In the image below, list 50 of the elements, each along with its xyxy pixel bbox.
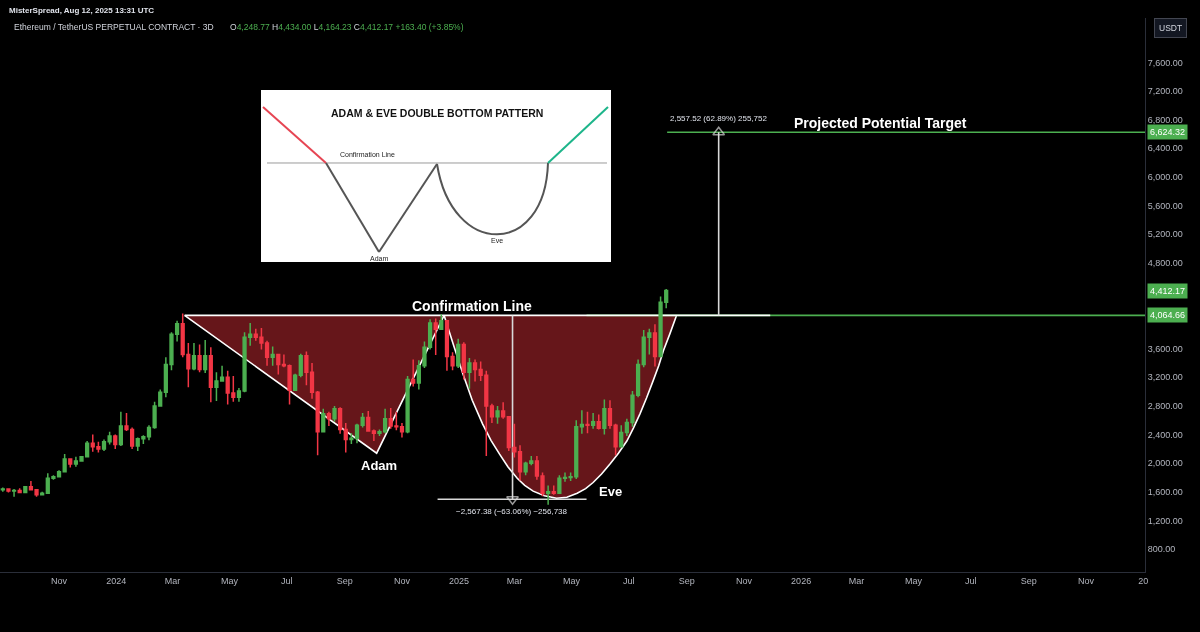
y-tick-label: 800.00 [1147, 544, 1176, 555]
x-tick-label: Nov [735, 575, 753, 586]
x-tick-label: 20 [1138, 575, 1149, 586]
y-tick-label: 6,400.00 [1147, 143, 1183, 154]
text: MisterSpread, Aug 12, 2025 13:31 UTC [9, 6, 155, 15]
x-tick-label: Nov [1077, 575, 1095, 586]
y-tick-label: 7,200.00 [1147, 86, 1183, 97]
x-tick-label: May [221, 575, 239, 586]
x-tick-label: Mar [164, 575, 181, 586]
x-tick-label: Jul [280, 575, 293, 586]
y-tick-label: 7,600.00 [1147, 57, 1183, 68]
x-tick-label: Mar [848, 575, 865, 586]
x-tick-label: Mar [506, 575, 523, 586]
x-tick-label: Nov [393, 575, 411, 586]
y-tick-label: 2,000.00 [1147, 458, 1183, 469]
y-tick-label: 6,000.00 [1147, 172, 1183, 183]
x-tick-label: 2025 [449, 575, 470, 586]
y-tick-label: 6,800.00 [1147, 114, 1183, 125]
annotation: 2,557.52 (62.89%) 255,752 [670, 114, 768, 123]
y-tick-label: 5,200.00 [1147, 229, 1183, 240]
annotation: Eve [599, 484, 623, 499]
text: Ethereum / TetherUS PERPETUAL CONTRACT · 3D [14, 22, 214, 32]
y-tick-label: 1,200.00 [1147, 515, 1183, 526]
annotation: Adam [361, 458, 398, 473]
annotation: 4,064.66 [1150, 310, 1186, 320]
x-tick-label: Jul [964, 575, 977, 586]
text: O4,248.77 H4,434.00 L4,164.23 C4,412.17 +163.40 (+3.85%) [230, 22, 464, 32]
annotation: 4,412.17 [1150, 286, 1186, 296]
x-tick-label: 2026 [791, 575, 812, 586]
x-tick-label: Nov [51, 575, 68, 586]
x-tick-label: 2024 [106, 575, 127, 586]
x-tick-label: Sep [1020, 575, 1037, 586]
y-tick-label: 3,200.00 [1147, 372, 1183, 383]
annotation: Confirmation Line [412, 298, 532, 314]
x-tick-label: Sep [678, 575, 695, 586]
x-tick-label: Sep [336, 575, 353, 586]
y-tick-label: 1,600.00 [1147, 486, 1183, 497]
y-tick-label: 3,600.00 [1147, 343, 1183, 354]
x-tick-label: May [563, 575, 581, 586]
y-tick-label: 2,800.00 [1147, 401, 1183, 412]
annotation: Projected Potential Target [794, 115, 967, 131]
annotation: 6,624.32 [1150, 127, 1186, 137]
y-axis-title: USDT [1159, 23, 1183, 33]
x-tick-label: Jul [622, 575, 635, 586]
y-tick-label: 5,600.00 [1147, 200, 1183, 211]
y-tick-label: 2,400.00 [1147, 429, 1183, 440]
y-tick-label: 4,800.00 [1147, 257, 1183, 268]
x-tick-label: May [905, 575, 923, 586]
text: ADAM & EVE DOUBLE BOTTOM PATTERN [331, 107, 544, 119]
annotation: −2,567.38 (−63.06%) −256,738 [456, 507, 568, 516]
